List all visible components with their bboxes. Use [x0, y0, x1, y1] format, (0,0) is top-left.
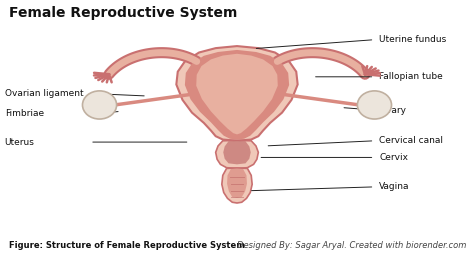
Polygon shape	[196, 54, 278, 134]
Polygon shape	[227, 168, 247, 198]
Ellipse shape	[357, 91, 392, 119]
Polygon shape	[223, 141, 251, 164]
Polygon shape	[216, 140, 258, 168]
Text: Fallopian tube: Fallopian tube	[379, 72, 443, 81]
Text: Figure: Structure of Female Reproductive System: Figure: Structure of Female Reproductive…	[9, 241, 246, 250]
Polygon shape	[176, 46, 298, 141]
Polygon shape	[185, 50, 289, 140]
Ellipse shape	[82, 91, 117, 119]
Text: Female Reproductive System: Female Reproductive System	[9, 6, 238, 20]
Text: Designed By: Sagar Aryal. Created with biorender.com: Designed By: Sagar Aryal. Created with b…	[237, 241, 466, 250]
Text: Uterine fundus: Uterine fundus	[379, 35, 447, 44]
Text: Uterus: Uterus	[5, 137, 35, 147]
Text: Cervix: Cervix	[379, 153, 408, 162]
Text: Vagina: Vagina	[379, 182, 410, 191]
Text: Ovarian ligament: Ovarian ligament	[5, 89, 83, 98]
Text: Ovary: Ovary	[379, 105, 406, 115]
Text: Fimbriae: Fimbriae	[5, 109, 44, 119]
Text: Cervical canal: Cervical canal	[379, 136, 443, 145]
Polygon shape	[222, 168, 252, 203]
